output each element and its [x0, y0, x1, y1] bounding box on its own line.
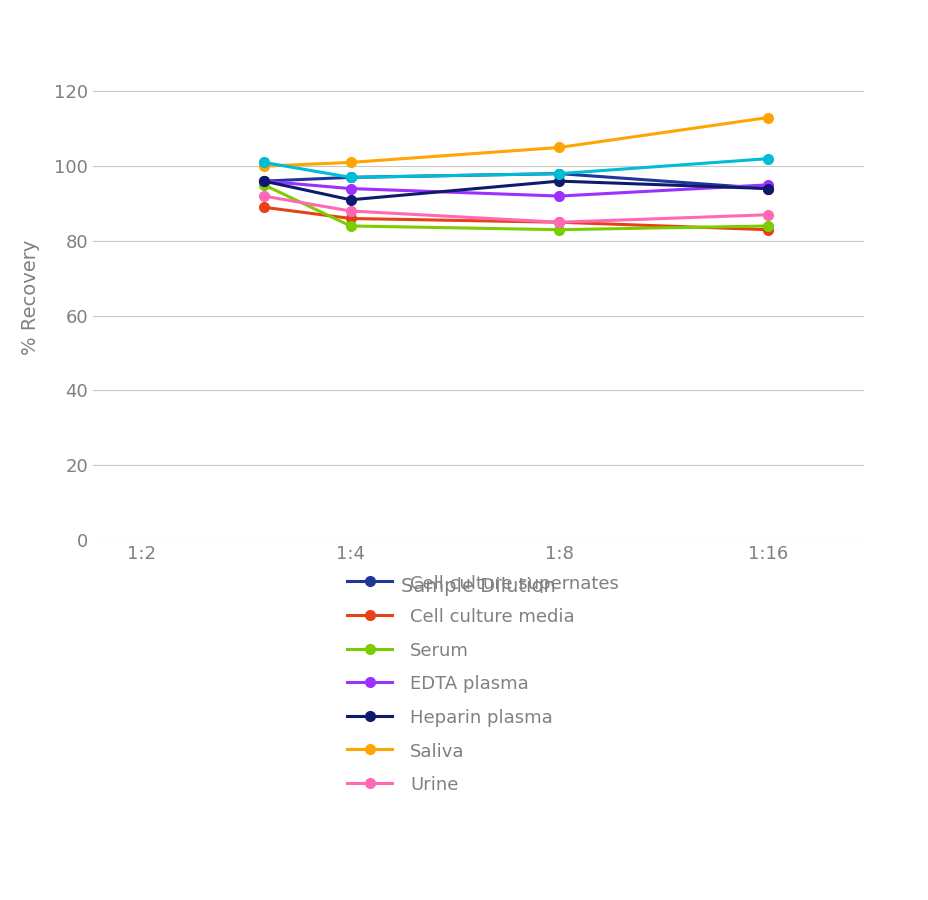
Line: EDTA plasma: EDTA plasma	[259, 176, 772, 201]
Urine	[762, 210, 773, 220]
X-axis label: Sample Dilution: Sample Dilution	[401, 577, 555, 596]
EDTA plasma	[258, 176, 269, 186]
Line: Serum: Serum	[259, 180, 772, 235]
Urine	[258, 191, 269, 202]
Cell culture supernates	[553, 168, 564, 179]
Heparin plasma	[762, 184, 773, 194]
EDTA plasma	[762, 179, 773, 190]
Cell culture supernates	[344, 172, 355, 183]
Serum	[344, 220, 355, 231]
Saliva	[258, 161, 269, 172]
Cell culture media	[762, 224, 773, 235]
Cell culture media	[258, 202, 269, 212]
Line: Urine: Urine	[259, 191, 772, 227]
Saliva	[344, 157, 355, 167]
Y-axis label: % Recovery: % Recovery	[21, 239, 40, 355]
Cell culture media	[553, 217, 564, 228]
Saliva	[762, 112, 773, 123]
Saliva	[553, 142, 564, 153]
EDTA plasma	[344, 184, 355, 194]
Heparin plasma	[344, 194, 355, 205]
Legend: Cell culture supernates, Cell culture media, Serum, EDTA plasma, Heparin plasma,: Cell culture supernates, Cell culture me…	[340, 567, 625, 801]
Serum	[553, 224, 564, 235]
Urine	[553, 217, 564, 228]
Line: Saliva: Saliva	[259, 112, 772, 171]
Serum	[762, 220, 773, 231]
Serum	[258, 179, 269, 190]
Cell culture supernates	[762, 184, 773, 194]
Heparin plasma	[258, 176, 269, 186]
Cell culture supernates	[258, 176, 269, 186]
Line: Cell culture supernates: Cell culture supernates	[259, 169, 772, 194]
Cell culture media	[344, 213, 355, 224]
Urine	[344, 205, 355, 216]
EDTA plasma	[553, 191, 564, 202]
Line: Heparin plasma: Heparin plasma	[259, 176, 772, 204]
Heparin plasma	[553, 176, 564, 186]
Line: Cell culture media: Cell culture media	[259, 202, 772, 235]
